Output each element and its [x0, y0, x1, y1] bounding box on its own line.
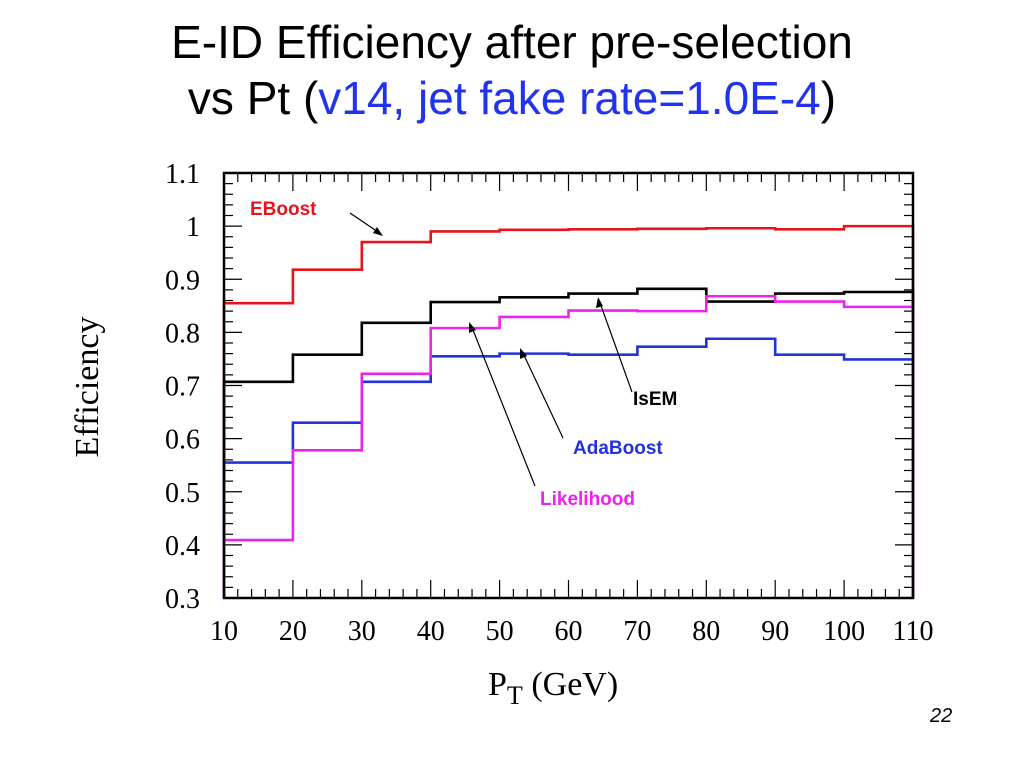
- x-tick-label: 10: [210, 616, 238, 647]
- y-axis-title: Efficiency: [69, 317, 106, 458]
- x-tick-label: 110: [893, 616, 934, 647]
- y-tick-label: 0.9: [165, 265, 200, 296]
- y-tick-label: 0.7: [165, 372, 200, 403]
- arrow-isem: [598, 299, 633, 393]
- tick-labels: 10 20 30 40 50 60 70 80 90 100 110 0.3 0.4 0.5 0.6 0.7 0…: [165, 159, 933, 647]
- y-tick-label: 1.1: [165, 159, 200, 190]
- x-axis-title-unit: (GeV): [523, 666, 618, 703]
- arrowhead-eboost: [373, 227, 383, 236]
- title-line-2: vs Pt (v14, jet fake rate=1.0E-4): [0, 70, 1024, 126]
- page-number: 22: [930, 705, 953, 727]
- x-tick-label: 90: [761, 616, 789, 647]
- arrowhead-likelihood: [469, 322, 476, 333]
- likelihood-annotation: Likelihood: [469, 322, 635, 510]
- arrow-likelihood: [470, 324, 536, 487]
- x-tick-label: 20: [279, 616, 307, 647]
- label-likelihood: Likelihood: [540, 489, 635, 510]
- adaboost-annotation: AdaBoost: [520, 348, 663, 459]
- x-axis-title-main: P: [488, 666, 507, 703]
- series-line-adaboost: [222, 337, 915, 598]
- x-axis-title: PT (GeV): [488, 666, 618, 710]
- title-line-2-accent: v14, jet fake rate=1.0E-4: [318, 72, 821, 124]
- series-lines: [222, 224, 915, 598]
- series-line-isem: [222, 287, 915, 598]
- label-adaboost: AdaBoost: [573, 438, 663, 459]
- title-line-2-prefix: vs Pt (: [187, 72, 319, 124]
- label-isem: IsEM: [633, 389, 677, 410]
- x-tick-label: 80: [692, 616, 720, 647]
- y-tick-label: 1: [186, 212, 200, 243]
- plot-frame: [222, 171, 915, 600]
- x-tick-label: 30: [348, 616, 376, 647]
- x-axis-title-sub: T: [507, 681, 523, 710]
- arrowhead-isem: [596, 297, 603, 308]
- y-tick-label: 0.4: [165, 531, 200, 562]
- isem-annotation: IsEM: [596, 297, 677, 410]
- arrowhead-adaboost: [520, 348, 527, 359]
- x-tick-label: 60: [555, 616, 583, 647]
- title-line-2-suffix: ): [820, 72, 837, 124]
- x-tick-label: 100: [823, 616, 865, 647]
- series-line-likelihood: [222, 294, 915, 598]
- y-tick-label: 0.5: [165, 478, 200, 509]
- title-line-1: E-ID Efficiency after pre-selection: [171, 16, 853, 68]
- slide-title: E-ID Efficiency after pre-selection vs P…: [0, 14, 1024, 126]
- arrow-adaboost: [521, 350, 564, 439]
- label-eboost: EBoost: [250, 199, 317, 220]
- y-tick-label: 0.8: [165, 318, 200, 349]
- x-tick-label: 40: [417, 616, 445, 647]
- x-tick-label: 50: [486, 616, 514, 647]
- axis-ticks: [223, 172, 914, 599]
- eboost-annotation: EBoost: [250, 199, 383, 236]
- y-tick-label: 0.6: [165, 425, 200, 456]
- x-tick-label: 70: [623, 616, 651, 647]
- series-line-eboost: [222, 224, 915, 598]
- y-tick-label: 0.3: [165, 584, 200, 615]
